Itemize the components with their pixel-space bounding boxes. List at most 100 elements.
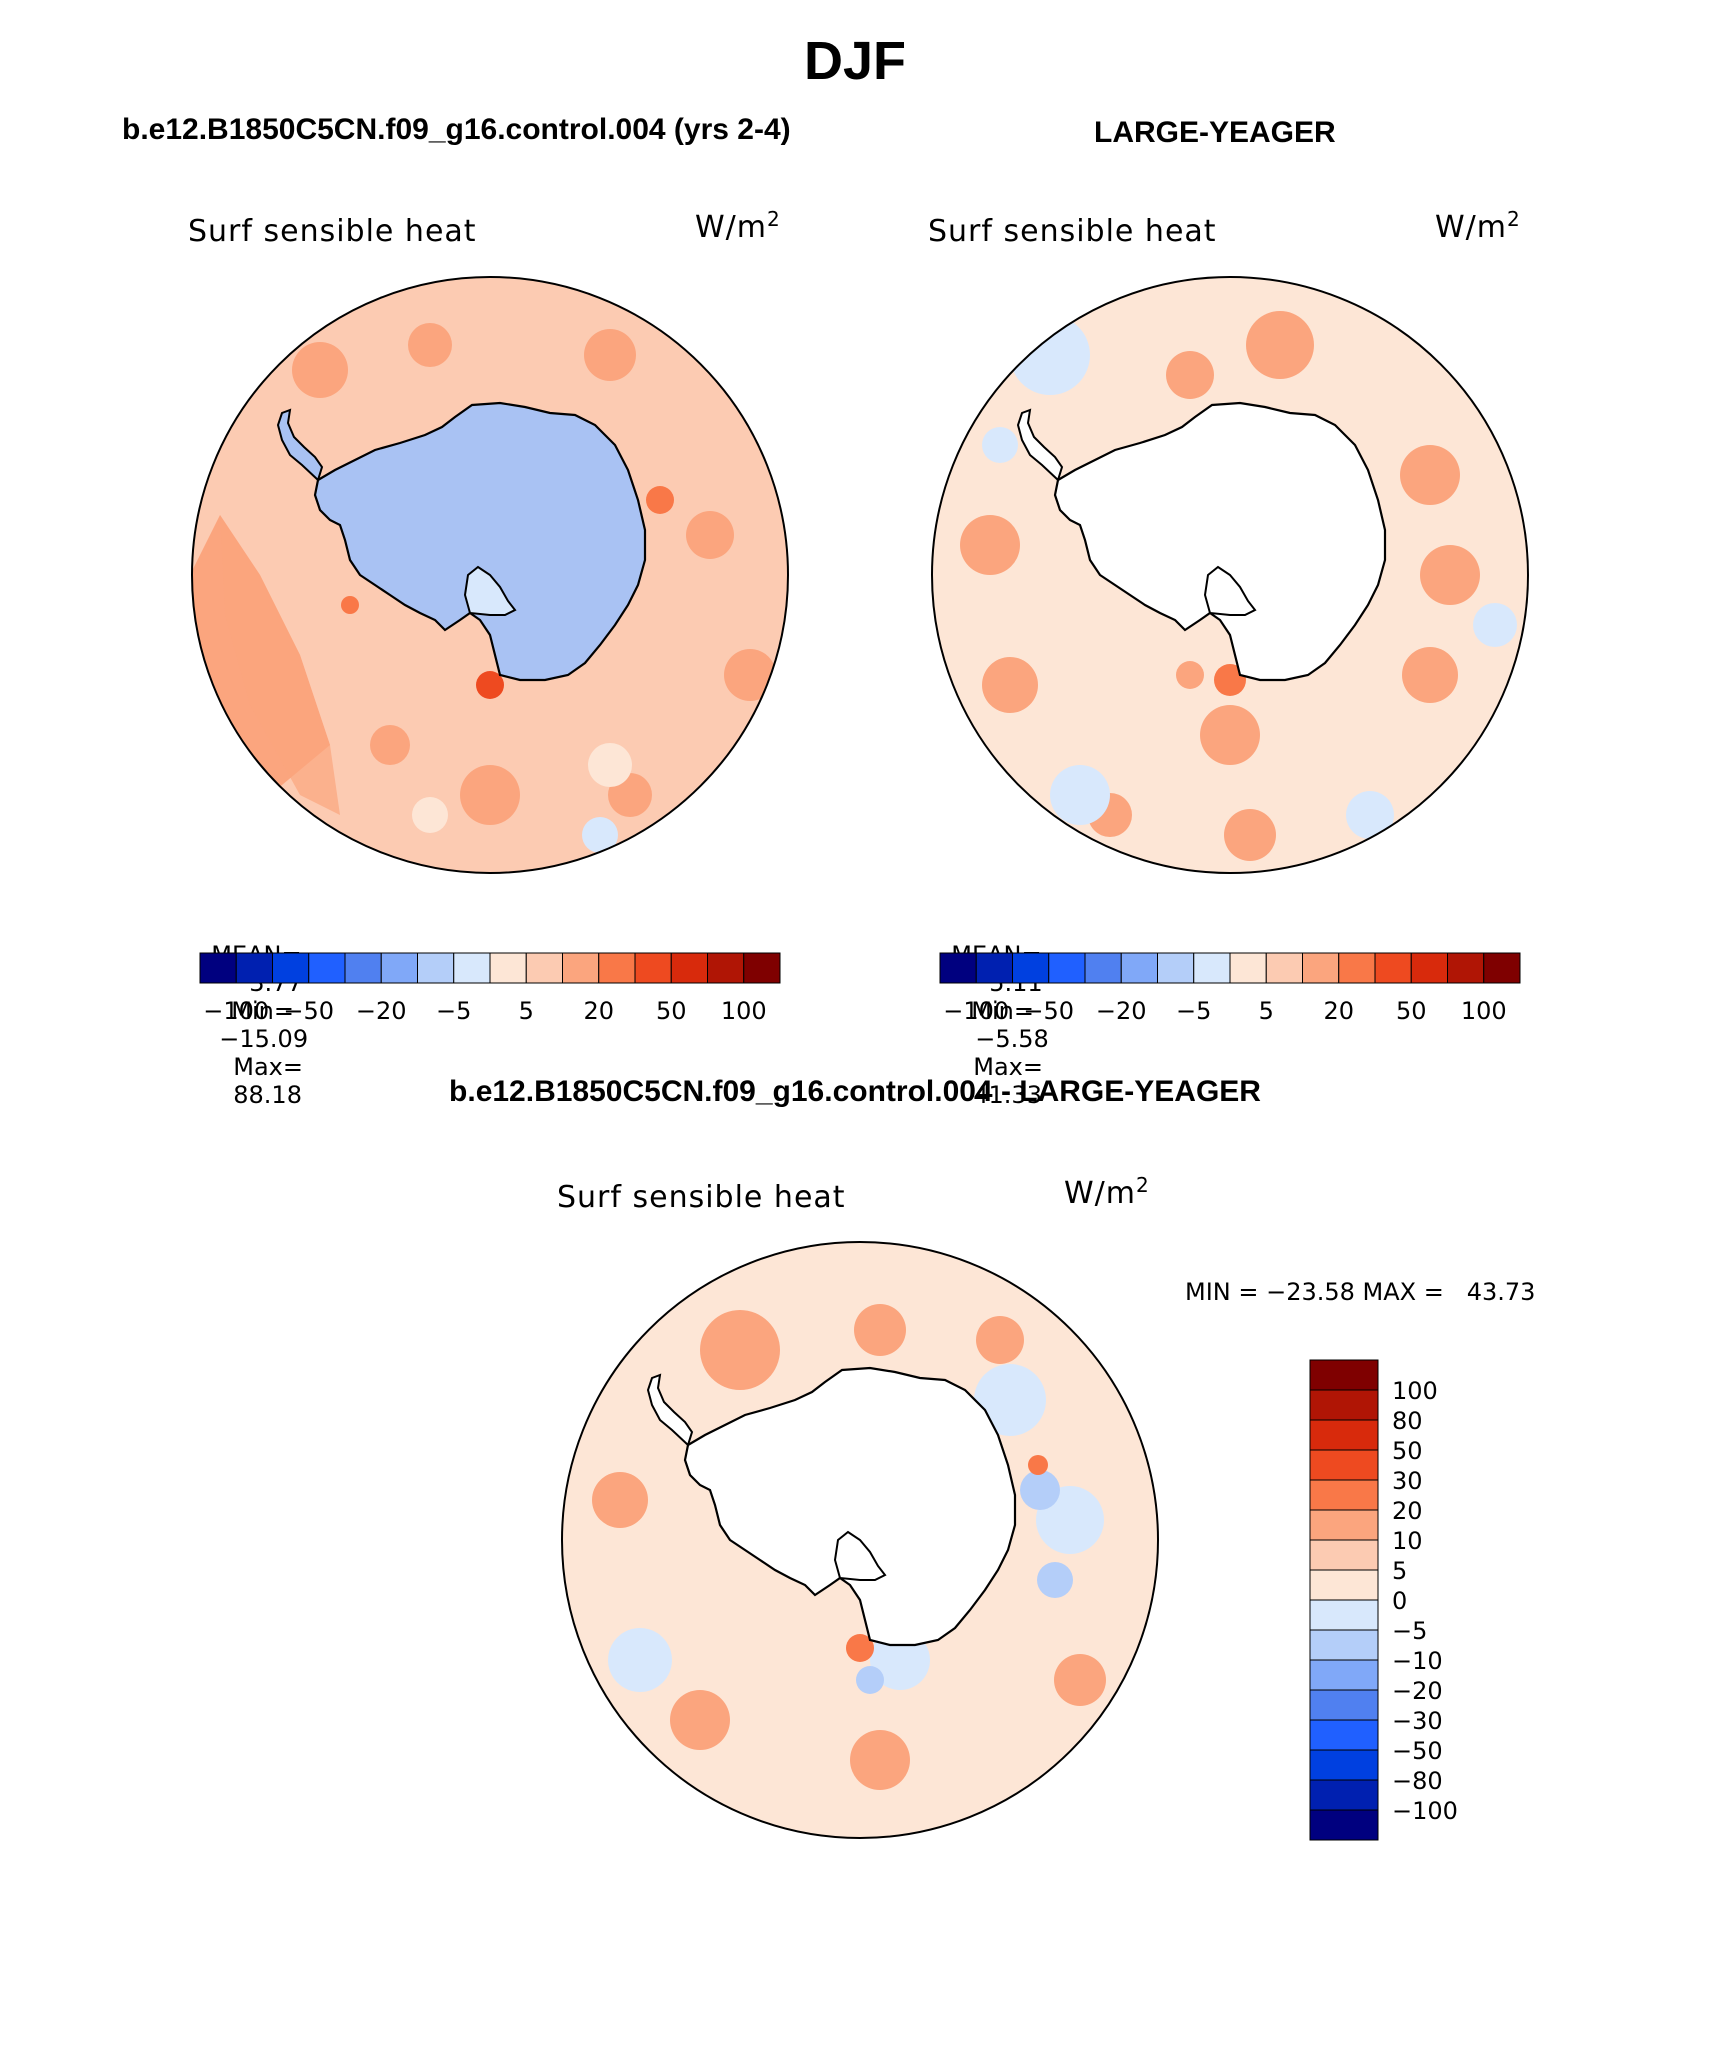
right-units-text: W/m bbox=[1435, 210, 1507, 245]
colorbar-swatch bbox=[1309, 1599, 1379, 1631]
colorbar-swatch bbox=[1309, 1779, 1379, 1811]
colorbar-swatch bbox=[1265, 952, 1303, 984]
antarctic-peninsula bbox=[276, 408, 324, 482]
field-patch bbox=[646, 486, 674, 514]
field-patch bbox=[370, 725, 410, 765]
colorbar-tick-label: −100 bbox=[203, 997, 269, 1025]
field-patch bbox=[1346, 791, 1394, 839]
colorbar-tick-label: 20 bbox=[1323, 997, 1354, 1025]
colorbar-tick-label: 100 bbox=[1392, 1377, 1438, 1405]
antarctic-peninsula bbox=[1016, 408, 1064, 482]
colorbar-swatch bbox=[272, 952, 310, 984]
difference-polar-map bbox=[561, 1241, 1159, 1839]
right-min-label: Min= bbox=[971, 997, 1034, 1025]
colorbar-swatch bbox=[1229, 952, 1267, 984]
colorbar-swatch bbox=[344, 952, 382, 984]
colorbar-tick-label: 10 bbox=[1392, 1527, 1423, 1555]
colorbar-tick-label: −50 bbox=[283, 997, 334, 1025]
colorbar-swatch bbox=[525, 952, 563, 984]
colorbar-tick-label: −100 bbox=[1392, 1797, 1458, 1825]
colorbar-swatch bbox=[1410, 952, 1448, 984]
left-min-value: −15.09 bbox=[219, 1025, 309, 1053]
field-patch bbox=[1214, 664, 1246, 696]
field-patch bbox=[408, 323, 452, 367]
colorbar-tick-label: −5 bbox=[1176, 997, 1211, 1025]
colorbar-tick-label: −5 bbox=[1392, 1617, 1427, 1645]
colorbar-tick-label: −20 bbox=[356, 997, 407, 1025]
colorbar-swatch bbox=[199, 952, 237, 984]
field-patch bbox=[974, 1364, 1046, 1436]
colorbar-swatch bbox=[1048, 952, 1086, 984]
field-patch bbox=[1166, 351, 1214, 399]
colorbar-swatch bbox=[417, 952, 455, 984]
colorbar-swatch bbox=[1374, 952, 1412, 984]
field-patch bbox=[1224, 809, 1276, 861]
colorbar-swatch bbox=[707, 952, 745, 984]
colorbar-swatch bbox=[1309, 1689, 1379, 1721]
colorbar-swatch bbox=[1309, 1719, 1379, 1751]
colorbar-swatch bbox=[1483, 952, 1521, 984]
colorbar-tick-label: 5 bbox=[1392, 1557, 1407, 1585]
colorbar-tick-label: 50 bbox=[1396, 997, 1427, 1025]
right-polar-map bbox=[931, 276, 1529, 874]
colorbar-swatch bbox=[743, 952, 781, 984]
right-variable-label: Surf sensible heat bbox=[928, 214, 1217, 249]
field-patch bbox=[1176, 661, 1204, 689]
difference-panel-title: b.e12.B1850C5CN.f09_g16.control.004 - LA… bbox=[449, 1075, 1261, 1108]
colorbar-swatch bbox=[1120, 952, 1158, 984]
colorbar-tick-label: 5 bbox=[519, 997, 534, 1025]
colorbar-swatch bbox=[670, 952, 708, 984]
colorbar-tick-label: −20 bbox=[1096, 997, 1147, 1025]
field-patch bbox=[976, 1316, 1024, 1364]
colorbar-swatch bbox=[1193, 952, 1231, 984]
colorbar-tick-label: 30 bbox=[1392, 1467, 1423, 1495]
left-units-label: W/m2 bbox=[695, 207, 781, 245]
field-patch bbox=[460, 765, 520, 825]
map-boundary bbox=[561, 1241, 1159, 1839]
colorbar-swatch bbox=[1309, 1449, 1379, 1481]
field-patch bbox=[1420, 545, 1480, 605]
colorbar-swatch bbox=[489, 952, 527, 984]
colorbar-swatch bbox=[1309, 1569, 1379, 1601]
colorbar-swatch bbox=[634, 952, 672, 984]
antarctica-coastline bbox=[313, 401, 647, 682]
colorbar-tick-label: 20 bbox=[1392, 1497, 1423, 1525]
colorbar-tick-label: −20 bbox=[1392, 1677, 1443, 1705]
field-patch bbox=[412, 797, 448, 833]
diff-units-label: W/m2 bbox=[1064, 1173, 1150, 1211]
right-units-label: W/m2 bbox=[1435, 207, 1521, 245]
colorbar-swatch bbox=[1309, 1629, 1379, 1661]
season-title: DJF bbox=[803, 31, 906, 91]
field-patch bbox=[1050, 765, 1110, 825]
colorbar-swatch bbox=[453, 952, 491, 984]
field-patch bbox=[220, 515, 340, 815]
colorbar-swatch bbox=[1309, 1509, 1379, 1541]
colorbar-swatch bbox=[562, 952, 600, 984]
colorbar-tick-label: 80 bbox=[1392, 1407, 1423, 1435]
colorbar-swatch bbox=[1309, 1809, 1379, 1841]
map-boundary bbox=[191, 276, 789, 874]
left-panel-title: b.e12.B1850C5CN.f09_g16.control.004 (yrs… bbox=[122, 113, 791, 146]
left-variable-label: Surf sensible heat bbox=[188, 214, 477, 249]
colorbar-swatch bbox=[939, 952, 977, 984]
left-max-value: 88.18 bbox=[233, 1081, 302, 1109]
left-max-label: Max= bbox=[233, 1053, 303, 1081]
colorbar-swatch bbox=[235, 952, 273, 984]
right-colorbar: −100 −50 −20 −5 5 20 50 100 bbox=[939, 952, 1521, 1025]
left-units-text: W/m bbox=[695, 210, 767, 245]
ross-ice-shelf bbox=[463, 565, 517, 616]
colorbar-tick-label: 50 bbox=[1392, 1437, 1423, 1465]
colorbar-swatch bbox=[1309, 1659, 1379, 1691]
colorbar-swatch bbox=[1084, 952, 1122, 984]
field-patch bbox=[1473, 603, 1517, 647]
colorbar-tick-label: 50 bbox=[656, 997, 687, 1025]
diff-variable-label: Surf sensible heat bbox=[557, 1180, 846, 1215]
field-patch bbox=[588, 743, 632, 787]
field-patch bbox=[582, 817, 618, 853]
field-patch bbox=[592, 1472, 648, 1528]
diff-minmax: MIN = −23.58 MAX = 43.73 bbox=[1185, 1278, 1536, 1306]
right-units-exponent: 2 bbox=[1507, 207, 1521, 231]
colorbar-swatch bbox=[975, 952, 1013, 984]
colorbar-swatch bbox=[1302, 952, 1340, 984]
field-patch bbox=[1246, 311, 1314, 379]
